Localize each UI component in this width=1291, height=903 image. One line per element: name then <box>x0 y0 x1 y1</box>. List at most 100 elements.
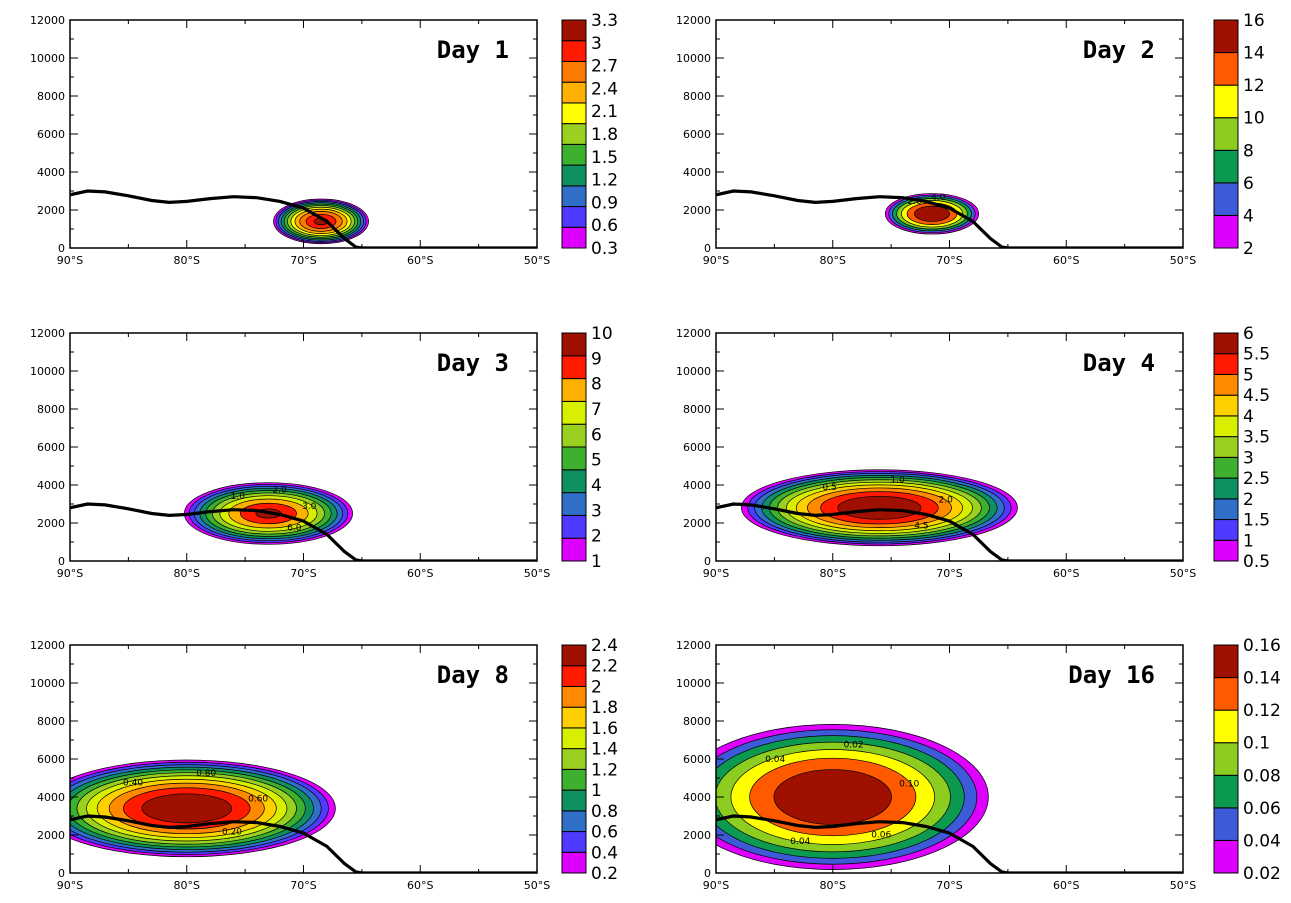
colorbar-label: 1.5 <box>1243 511 1270 531</box>
colorbar: 2 4 6 8 10 12 14 16 <box>1213 11 1265 259</box>
colorbar-label: 4.5 <box>1243 386 1270 406</box>
x-tick-label: 90°S <box>703 879 729 892</box>
colorbar-swatch <box>1213 182 1239 216</box>
contour-band <box>837 495 922 520</box>
x-tick-label: 60°S <box>1053 879 1079 892</box>
panel-label: Day 1 <box>437 36 509 64</box>
colorbar-label: 1 <box>591 552 602 572</box>
y-tick-label: 0 <box>704 867 711 880</box>
colorbar-label: 6 <box>591 425 602 445</box>
x-tick-label: 90°S <box>57 879 83 892</box>
y-tick-label: 4000 <box>683 479 711 492</box>
y-tick-label: 10000 <box>676 52 711 65</box>
plot-area: 1.0 2.0 3.0 6.0 <box>70 482 537 561</box>
colorbar-swatch <box>561 81 587 104</box>
colorbar-label: 2 <box>591 527 602 547</box>
contour-label: 0.06 <box>871 830 891 840</box>
colorbar-swatch <box>561 727 587 750</box>
colorbar-label: 3 <box>591 34 602 54</box>
colorbar-label: 1 <box>591 781 602 801</box>
colorbar-label: 4 <box>591 476 602 496</box>
colorbar-label: 0.12 <box>1243 701 1281 721</box>
colorbar-swatch <box>1213 539 1239 562</box>
colorbar-swatch <box>561 469 587 494</box>
colorbar-swatch <box>1213 807 1239 841</box>
colorbar-swatch <box>1213 19 1239 54</box>
colorbar: 0.3 0.6 0.91.2 1.5 1.8 2.1 2.42.7 3 3.3 <box>561 11 618 259</box>
panel-label: Day 2 <box>1083 36 1155 64</box>
colorbar-label: 2 <box>1243 490 1254 510</box>
colorbar-swatch <box>1213 353 1239 375</box>
y-tick-label: 6000 <box>37 753 65 766</box>
y-tick-label: 2000 <box>37 517 65 530</box>
y-tick-label: 12000 <box>30 327 65 340</box>
x-tick-label: 90°S <box>703 254 729 267</box>
contour-label: 1.0 <box>231 492 246 502</box>
colorbar-swatch <box>561 851 587 874</box>
panel-label: Day 8 <box>437 661 509 689</box>
colorbar-swatch <box>561 226 587 249</box>
colorbar-swatch <box>1213 742 1239 776</box>
contour-label: 0.02 <box>844 740 864 750</box>
contour-label: 1.0 <box>890 475 905 485</box>
y-tick-label: 10000 <box>676 365 711 378</box>
colorbar-label: 12 <box>1243 76 1265 96</box>
colorbar-swatch <box>1213 519 1239 541</box>
x-tick-label: 50°S <box>1170 567 1196 580</box>
colorbar-label: 3 <box>1243 448 1254 468</box>
y-tick-label: 8000 <box>37 90 65 103</box>
x-tick-label: 80°S <box>820 254 846 267</box>
plot-area: 2.0 4.0 <box>716 189 1183 248</box>
panel-2: 2.0 4.0 0 2000 4000 6000 8000 10000 12000 90°S 80°… <box>676 11 1265 267</box>
colorbar-label: 0.08 <box>1243 766 1281 786</box>
colorbar-label: 1.8 <box>591 698 618 718</box>
contour-label: 0.40 <box>123 779 143 789</box>
colorbar-swatch <box>561 40 587 62</box>
colorbar-label: 4 <box>1243 407 1254 427</box>
colorbar-swatch <box>1213 52 1239 86</box>
x-tick-label: 70°S <box>290 879 316 892</box>
contour-label: 0.10 <box>899 780 919 790</box>
y-tick-label: 6000 <box>683 441 711 454</box>
colorbar-swatch <box>561 748 587 770</box>
y-tick-label: 8000 <box>37 715 65 728</box>
colorbar-swatch <box>561 537 587 562</box>
y-tick-label: 12000 <box>676 14 711 27</box>
colorbar-swatch <box>561 514 587 539</box>
colorbar-swatch <box>561 102 587 125</box>
colorbar-swatch <box>561 789 587 812</box>
colorbar-label: 0.14 <box>1243 669 1281 689</box>
colorbar-label: 14 <box>1243 44 1265 64</box>
y-tick-label: 6000 <box>683 128 711 141</box>
colorbar-label: 0.1 <box>1243 734 1270 754</box>
colorbar-swatch <box>561 423 587 448</box>
colorbar-swatch <box>1213 709 1239 744</box>
colorbar-swatch <box>561 143 587 166</box>
colorbar-label: 3.5 <box>1243 428 1270 448</box>
colorbar-swatch <box>1213 149 1239 184</box>
contour-label: 6.0 <box>287 523 302 533</box>
colorbar: 0.20.40.60.811.21.41.61.822.22.4 <box>561 636 618 884</box>
colorbar-label: 6 <box>1243 324 1254 344</box>
colorbar-swatch <box>561 400 587 425</box>
colorbar-label: 1.6 <box>591 719 618 739</box>
colorbar-label: 8 <box>591 375 602 395</box>
colorbar-swatch <box>561 706 587 729</box>
contour-label: 0.5 <box>822 483 836 493</box>
colorbar-label: 0.6 <box>591 823 618 843</box>
y-tick-label: 2000 <box>683 204 711 217</box>
x-tick-label: 80°S <box>174 879 200 892</box>
colorbar: 1 2 3 4 5 6 7 8 9 10 <box>561 324 613 572</box>
colorbar-label: 1.8 <box>591 125 618 145</box>
y-tick-label: 10000 <box>30 52 65 65</box>
panel-6: 0.04 0.02 0.10 0.06 0.04 0 2000 4000 6000 8000 100… <box>676 636 1281 892</box>
colorbar-label: 3 <box>591 501 602 521</box>
y-tick-label: 4000 <box>683 166 711 179</box>
colorbar-label: 0.3 <box>591 239 618 259</box>
colorbar-swatch <box>1213 677 1239 711</box>
colorbar-label: 2 <box>591 677 602 697</box>
colorbar-swatch <box>1213 117 1239 151</box>
topography-line <box>70 814 537 873</box>
y-tick-label: 12000 <box>676 327 711 340</box>
